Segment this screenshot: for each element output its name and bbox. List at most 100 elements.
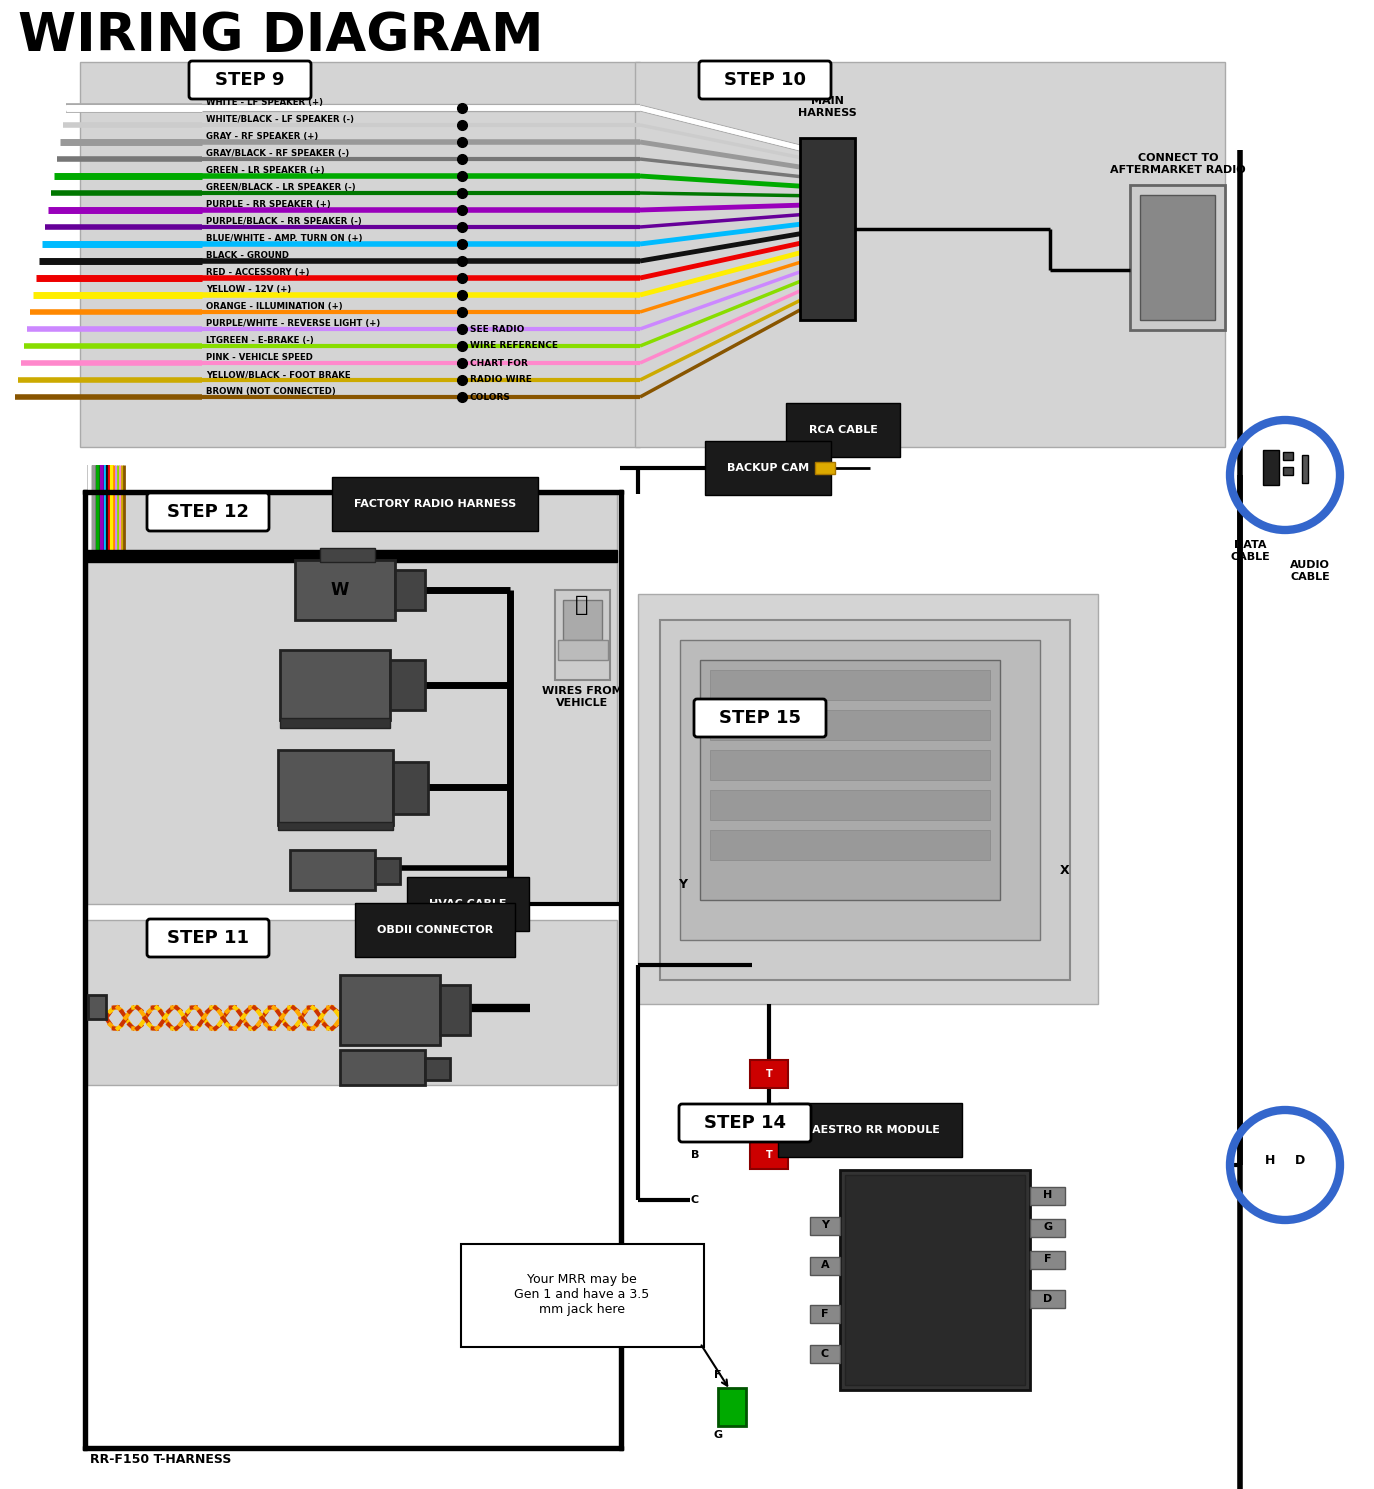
Text: D: D [1043, 1294, 1052, 1304]
Text: F: F [1044, 1254, 1051, 1264]
Text: COLORS: COLORS [470, 393, 511, 402]
Text: RADIO WIRE: RADIO WIRE [470, 375, 532, 384]
Text: LTGREEN - E-BRAKE (-): LTGREEN - E-BRAKE (-) [206, 337, 313, 345]
Bar [295, 560, 394, 619]
Text: GREEN - LR SPEAKER (+): GREEN - LR SPEAKER (+) [206, 165, 324, 176]
Text: DATA
CABLE: DATA CABLE [1230, 541, 1270, 561]
Bar [710, 710, 991, 740]
Bar [680, 640, 1040, 940]
Bar [375, 858, 400, 884]
Bar [719, 1388, 746, 1426]
Bar [638, 594, 1098, 1004]
Bar [710, 750, 991, 780]
Text: AUDIO
CABLE: AUDIO CABLE [1290, 560, 1330, 582]
Text: STEP 9: STEP 9 [216, 71, 284, 89]
Text: WHITE/BLACK - LF SPEAKER (-): WHITE/BLACK - LF SPEAKER (-) [206, 115, 354, 124]
Bar [800, 138, 855, 320]
Bar [82, 1446, 622, 1450]
Bar [699, 660, 1000, 899]
Bar [320, 548, 375, 561]
FancyBboxPatch shape [694, 698, 826, 737]
FancyBboxPatch shape [147, 919, 269, 957]
Bar [1263, 450, 1279, 485]
Bar [1283, 468, 1293, 475]
Text: FACTORY RADIO HARNESS: FACTORY RADIO HARNESS [354, 499, 517, 509]
Text: A: A [691, 1112, 699, 1123]
Text: BACKUP CAM: BACKUP CAM [727, 463, 809, 474]
Text: 🚗: 🚗 [576, 596, 588, 615]
Text: CHART FOR: CHART FOR [470, 359, 528, 368]
Text: GRAY/BLACK - RF SPEAKER (-): GRAY/BLACK - RF SPEAKER (-) [206, 149, 349, 158]
FancyBboxPatch shape [679, 1103, 811, 1142]
Text: WIRES FROM
VEHICLE: WIRES FROM VEHICLE [541, 686, 622, 707]
Bar [390, 660, 425, 710]
Bar [710, 829, 991, 861]
Text: PURPLE/BLACK - RR SPEAKER (-): PURPLE/BLACK - RR SPEAKER (-) [206, 217, 361, 226]
Text: STEP 11: STEP 11 [168, 929, 249, 947]
Bar [1303, 456, 1308, 482]
Text: OBDII CONNECTOR: OBDII CONNECTOR [376, 925, 493, 935]
Bar [1030, 1219, 1065, 1237]
Bar [278, 750, 393, 825]
Text: B: B [691, 1150, 699, 1160]
Bar [290, 850, 375, 890]
Bar [710, 670, 991, 700]
Bar [620, 490, 622, 1450]
Bar [845, 1175, 1025, 1385]
Text: PINK - VEHICLE SPEED: PINK - VEHICLE SPEED [206, 353, 313, 362]
Text: F: F [714, 1370, 721, 1380]
Text: MAESTRO RR MODULE: MAESTRO RR MODULE [801, 1126, 940, 1135]
Text: STEP 10: STEP 10 [724, 71, 807, 89]
Bar [87, 920, 617, 1085]
Bar [710, 791, 991, 820]
Bar [811, 1304, 840, 1324]
Bar [280, 651, 390, 721]
Text: STEP 15: STEP 15 [719, 709, 801, 727]
Text: H: H [1265, 1154, 1275, 1166]
Bar [440, 986, 470, 1035]
Text: T: T [765, 1069, 772, 1080]
Text: YELLOW/BLACK - FOOT BRAKE: YELLOW/BLACK - FOOT BRAKE [206, 369, 350, 380]
Text: RED - ACCESSORY (+): RED - ACCESSORY (+) [206, 268, 309, 277]
Text: BROWN (NOT CONNECTED): BROWN (NOT CONNECTED) [206, 387, 335, 396]
Bar [1140, 195, 1215, 320]
Bar [1030, 1289, 1065, 1307]
Bar [750, 1060, 789, 1088]
Text: Y: Y [822, 1219, 829, 1230]
Bar [280, 718, 390, 728]
Text: RR-F150 T-HARNESS: RR-F150 T-HARNESS [91, 1453, 231, 1467]
Text: ORANGE - ILLUMINATION (+): ORANGE - ILLUMINATION (+) [206, 302, 342, 311]
Text: BLACK - GROUND: BLACK - GROUND [206, 252, 289, 261]
Text: WIRING DIAGRAM: WIRING DIAGRAM [18, 10, 544, 63]
Text: Y: Y [679, 879, 687, 892]
Bar [811, 1345, 840, 1362]
Text: F: F [822, 1309, 829, 1319]
Bar [80, 63, 640, 447]
Text: YELLOW - 12V (+): YELLOW - 12V (+) [206, 284, 291, 293]
Bar [87, 549, 617, 561]
Bar [87, 494, 617, 904]
Bar [393, 762, 427, 814]
Text: GREEN/BLACK - LR SPEAKER (-): GREEN/BLACK - LR SPEAKER (-) [206, 183, 356, 192]
Bar [278, 822, 393, 829]
Text: W: W [331, 581, 349, 599]
Text: C: C [820, 1349, 829, 1359]
Bar [1030, 1251, 1065, 1269]
Text: WHITE - LF SPEAKER (+): WHITE - LF SPEAKER (+) [206, 98, 323, 107]
Bar [1129, 185, 1226, 331]
Bar [750, 1141, 789, 1169]
Bar [563, 600, 602, 640]
Text: A: A [820, 1260, 830, 1270]
Text: Your MRR may be
Gen 1 and have a 3.5
mm jack here: Your MRR may be Gen 1 and have a 3.5 mm … [514, 1273, 650, 1316]
Text: G: G [713, 1429, 723, 1440]
Bar [811, 1217, 840, 1234]
Text: RCA CABLE: RCA CABLE [808, 424, 878, 435]
Bar [840, 1170, 1030, 1391]
Bar [811, 1257, 840, 1275]
Bar [635, 63, 1226, 447]
Text: T: T [765, 1150, 772, 1160]
Text: STEP 14: STEP 14 [703, 1114, 786, 1132]
Text: CONNECT TO
AFTERMARKET RADIO: CONNECT TO AFTERMARKET RADIO [1110, 153, 1246, 176]
Bar [555, 590, 610, 680]
FancyBboxPatch shape [462, 1243, 703, 1348]
